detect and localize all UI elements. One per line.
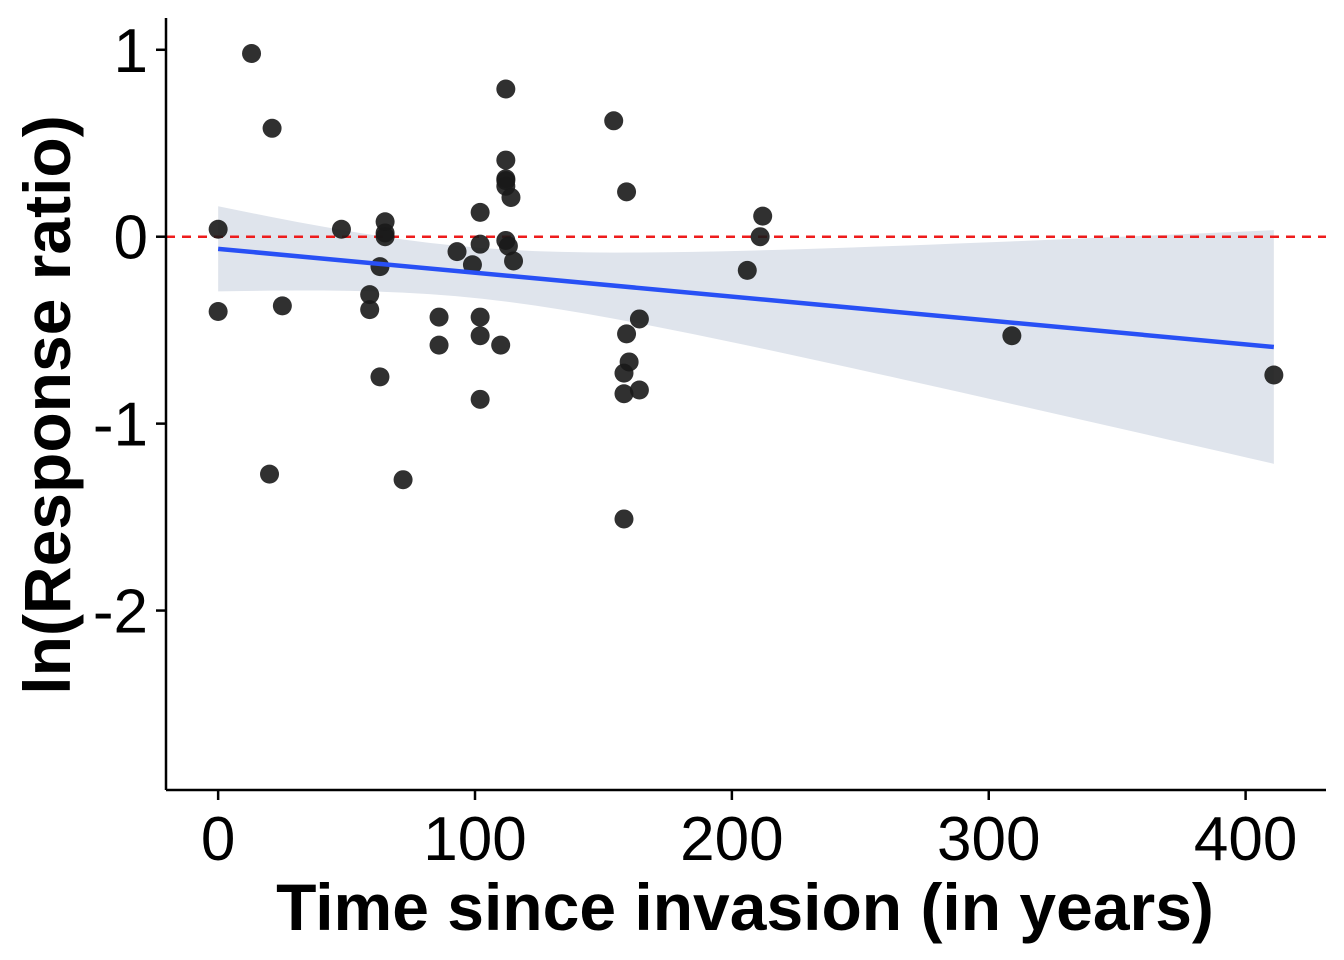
data-point: [750, 227, 770, 247]
data-point: [429, 307, 449, 327]
x-tick-label: 400: [1194, 805, 1297, 874]
data-point: [360, 300, 380, 320]
x-tick-label: 200: [680, 805, 783, 874]
data-point: [629, 380, 649, 400]
data-point: [617, 182, 637, 202]
data-point: [504, 251, 524, 271]
data-point: [470, 307, 490, 327]
data-point: [617, 324, 637, 344]
data-point: [496, 150, 516, 170]
data-point: [242, 44, 262, 64]
data-point: [619, 352, 639, 372]
data-point: [501, 187, 521, 207]
data-point: [272, 296, 292, 316]
data-point: [470, 234, 490, 254]
data-point: [629, 309, 649, 329]
data-point: [447, 242, 467, 262]
data-point: [604, 111, 624, 131]
x-tick-label: 0: [201, 805, 235, 874]
data-point: [470, 326, 490, 346]
data-point: [491, 335, 511, 355]
data-point: [260, 464, 280, 484]
data-point: [753, 206, 773, 226]
y-tick-label: -1: [93, 391, 148, 460]
data-point: [470, 389, 490, 409]
x-tick-label: 100: [423, 805, 526, 874]
data-point: [360, 285, 380, 305]
data-point: [370, 367, 390, 387]
data-point: [208, 219, 228, 239]
data-point: [429, 335, 449, 355]
regression-line: [217, 246, 1275, 350]
data-point: [737, 260, 757, 280]
data-point: [498, 236, 518, 256]
data-point: [1002, 326, 1022, 346]
data-point: [331, 219, 351, 239]
x-axis-title: Time since invasion (in years): [276, 870, 1214, 944]
y-tick-label: 0: [114, 204, 148, 273]
y-tick-label: -2: [93, 578, 148, 647]
data-point: [496, 79, 516, 99]
data-point: [1264, 365, 1284, 385]
data-point: [614, 384, 634, 404]
x-tick-label: 300: [937, 805, 1040, 874]
confidence-band: [218, 206, 1274, 464]
data-point: [614, 509, 634, 529]
y-axis-title: ln(Response ratio): [10, 115, 84, 694]
data-point: [393, 470, 413, 490]
data-point: [375, 227, 395, 247]
data-point: [262, 118, 282, 138]
data-point: [462, 255, 482, 275]
data-point: [208, 301, 228, 321]
y-tick-label: 1: [114, 17, 148, 86]
data-point: [470, 202, 490, 222]
